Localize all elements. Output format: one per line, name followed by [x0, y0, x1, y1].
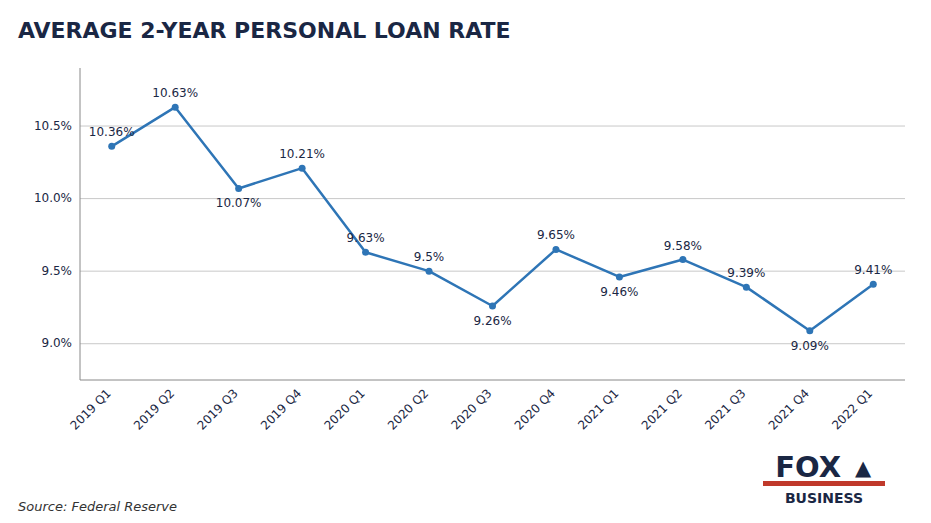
source: Source: Federal Reserve [18, 499, 177, 514]
y-axis-line [80, 68, 81, 380]
marker [616, 273, 623, 280]
marker [489, 302, 496, 309]
data-label: 10.21% [279, 147, 325, 161]
marker [299, 165, 306, 172]
data-label: 9.26% [473, 314, 511, 328]
x-tick-label: 2020 Q1 [321, 386, 367, 432]
grid-line [80, 343, 905, 344]
marker [362, 249, 369, 256]
data-labels: 10.36% 10.63% 10.07% 10.21% 9.63% 9.5% 9.26% 9.… [89, 86, 892, 352]
data-label: 10.07% [216, 196, 262, 210]
x-tick-label: 2022 Q1 [829, 386, 875, 432]
y-axis: 9.0% 9.5% 10.0% 10.5% [34, 68, 905, 380]
marker [172, 104, 179, 111]
x-tick-label: 2021 Q1 [575, 386, 621, 432]
data-label: 9.39% [727, 266, 765, 280]
x-tick-label: 2019 Q4 [258, 386, 304, 432]
marker [743, 284, 750, 291]
x-tick-label: 2021 Q3 [702, 386, 748, 432]
data-label: 9.58% [664, 239, 702, 253]
data-label: 10.63% [152, 86, 198, 100]
data-label: 9.65% [537, 228, 575, 242]
x-tick-label: 2020 Q4 [512, 386, 558, 432]
data-label: 9.09% [791, 339, 829, 353]
data-label: 10.36% [89, 125, 135, 139]
x-tick-label: 2020 Q3 [448, 386, 494, 432]
x-tick-label: 2019 Q1 [68, 386, 114, 432]
marker [108, 143, 115, 150]
marker [679, 256, 686, 263]
x-tick-label: 2021 Q2 [639, 386, 685, 432]
marker [552, 246, 559, 253]
x-axis-line [80, 380, 905, 381]
logo-business: BUSINESS [785, 490, 863, 506]
data-label: 9.41% [854, 263, 892, 277]
grid-line [80, 198, 905, 199]
data-label: 9.63% [347, 231, 385, 245]
logo: FOX ▲ BUSINESS [763, 450, 885, 506]
y-tick-label: 9.5% [42, 264, 73, 278]
marker [426, 268, 433, 275]
logo-symbol: ▲ [855, 456, 872, 480]
data-label: 9.5% [414, 250, 445, 264]
logo-bar [763, 481, 885, 486]
marker [870, 281, 877, 288]
logo-fox: FOX [775, 450, 841, 484]
y-tick-label: 10.0% [34, 191, 72, 205]
marker [235, 185, 242, 192]
grid-line [80, 271, 905, 272]
x-tick-label: 2020 Q2 [385, 386, 431, 432]
x-tick-label: 2019 Q3 [195, 386, 241, 432]
plot-area [108, 104, 877, 334]
x-tick-label: 2021 Q4 [766, 386, 812, 432]
line [112, 107, 874, 330]
x-tick-label: 2019 Q2 [131, 386, 177, 432]
marker [806, 327, 813, 334]
y-tick-label: 9.0% [42, 336, 73, 350]
title: AVERAGE 2-YEAR PERSONAL LOAN RATE [18, 18, 511, 43]
data-label: 9.46% [600, 285, 638, 299]
chart: AVERAGE 2-YEAR PERSONAL LOAN RATE 9.0% 9.5… [0, 0, 931, 523]
grid-line [80, 126, 905, 127]
x-axis: 2019 Q1 2019 Q2 2019 Q3 2019 Q4 2020 Q1 2020 … [68, 386, 876, 432]
y-tick-label: 10.5% [34, 119, 72, 133]
